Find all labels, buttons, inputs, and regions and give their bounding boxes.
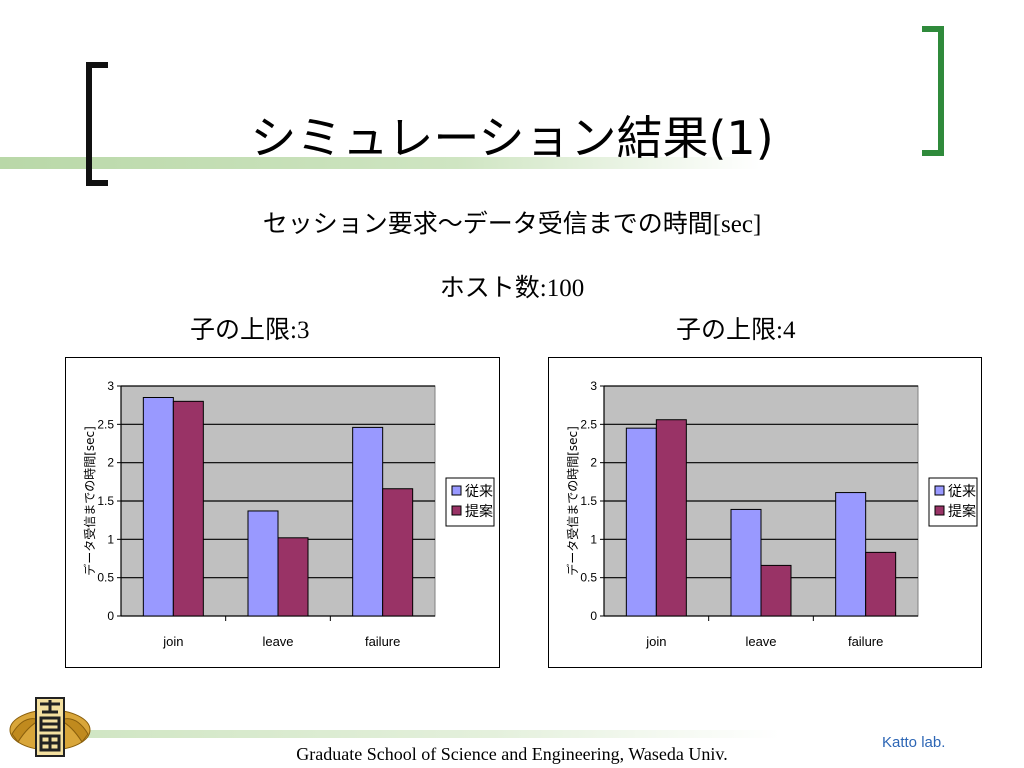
chart-1-heading-separator: : — [290, 317, 297, 344]
y-tick-label: 1 — [107, 532, 114, 546]
y-tick-label: 0.5 — [97, 571, 114, 585]
x-category-label: leave — [262, 634, 293, 649]
chart-1-svg: 0 0.5 1 1.5 2 2.5 3 join leave failure データ受信までの時間[… — [82, 379, 495, 649]
title-accent-bar — [0, 157, 760, 169]
bar-leave-series-1 — [730, 508, 762, 617]
y-tick-label: 1.5 — [580, 494, 597, 508]
slide-title: シミュレーション結果(1) — [250, 111, 774, 165]
chart-2-svg: 0 0.5 1 1.5 2 2.5 3 join leave failure データ受信までの時間[… — [565, 379, 978, 649]
bar-join-series-2 — [172, 400, 204, 617]
y-tick-label: 1.5 — [97, 494, 114, 508]
y-tick-label: 2.5 — [580, 417, 597, 431]
legend-swatch — [934, 505, 945, 516]
bar-leave-series-2 — [277, 537, 309, 617]
legend-label: 従来 — [465, 484, 493, 500]
footer-accent-bar — [60, 730, 780, 738]
y-axis-label: データ受信までの時間[sec] — [565, 426, 580, 576]
y-tick-label: 2.5 — [97, 417, 114, 431]
bar-leave-series-1 — [247, 510, 279, 617]
bar-failure-series-1 — [835, 492, 867, 617]
right-bracket-decoration — [922, 26, 944, 156]
y-tick-label: 2 — [590, 456, 597, 470]
y-tick-label: 3 — [590, 379, 597, 393]
y-tick-label: 2 — [107, 456, 114, 470]
legend-label: 従来 — [948, 484, 976, 500]
y-axis-label: データ受信までの時間[sec] — [82, 426, 97, 576]
chart-1-heading-value: 3 — [296, 317, 310, 344]
legend-label: 提案 — [948, 503, 976, 520]
subtitle-unit: [sec] — [712, 211, 762, 238]
legend-swatch — [934, 485, 945, 496]
x-category-label: join — [645, 634, 666, 649]
subtitle-main: セッション要求～データ受信までの時間 — [262, 209, 713, 238]
chart-1-heading-label: 子の上限 — [190, 315, 291, 344]
lab-name: Katto lab. — [882, 734, 946, 751]
bar-leave-series-2 — [760, 564, 792, 617]
y-tick-label: 1 — [590, 532, 597, 546]
chart-2-heading-label: 子の上限 — [676, 315, 777, 344]
chart-2-heading-value: 4 — [782, 317, 796, 344]
bar-failure-series-2 — [865, 551, 897, 617]
chart-2-heading-separator: : — [776, 317, 783, 344]
chart-1: 0 0.5 1 1.5 2 2.5 3 join leave failure データ受信までの時間[… — [65, 357, 500, 668]
bar-failure-series-1 — [352, 426, 384, 617]
footer-institution: Graduate School of Science and Engineeri… — [296, 744, 728, 764]
host-count-value: 100 — [546, 275, 585, 302]
bar-join-series-1 — [142, 397, 174, 617]
university-emblem-icon — [9, 697, 91, 757]
y-tick-label: 0 — [590, 609, 597, 623]
host-count-label: ホスト数 — [439, 273, 540, 302]
bar-join-series-2 — [655, 419, 687, 617]
x-category-label: failure — [848, 634, 883, 649]
x-category-label: join — [162, 634, 183, 649]
legend-swatch — [451, 505, 462, 516]
chart-2: 0 0.5 1 1.5 2 2.5 3 join leave failure データ受信までの時間[… — [548, 357, 982, 668]
bar-failure-series-2 — [382, 488, 414, 617]
x-category-label: leave — [745, 634, 776, 649]
x-category-label: failure — [365, 634, 400, 649]
left-bracket-decoration — [86, 62, 108, 186]
chart-2-heading: 子の上限:4 — [676, 312, 795, 349]
y-tick-label: 0 — [107, 609, 114, 623]
y-tick-label: 0.5 — [580, 571, 597, 585]
legend-swatch — [451, 485, 462, 496]
chart-subtitle: セッション要求～データ受信までの時間[sec] — [0, 206, 1024, 243]
bar-join-series-1 — [625, 427, 657, 617]
legend-label: 提案 — [465, 503, 493, 520]
chart-1-heading: 子の上限:3 — [190, 312, 309, 349]
y-tick-label: 3 — [107, 379, 114, 393]
host-count: ホスト数:100 — [0, 270, 1024, 307]
host-count-separator: : — [539, 275, 547, 302]
